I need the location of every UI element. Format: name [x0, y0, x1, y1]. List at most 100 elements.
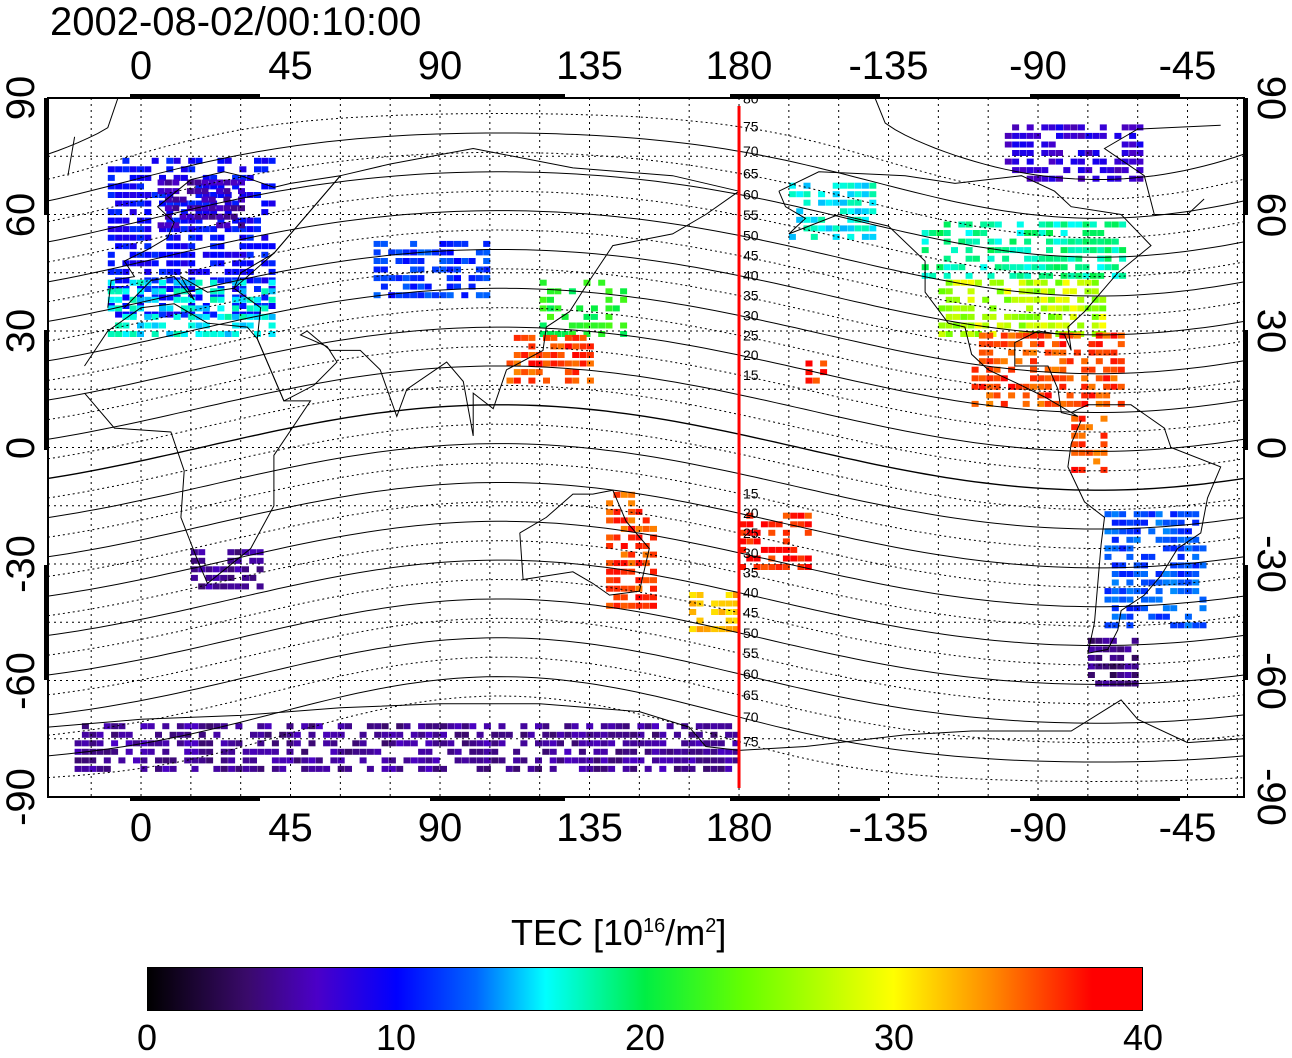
frame-band	[44, 98, 49, 215]
tec-cell	[418, 731, 426, 738]
tec-region-canada-arctic	[1004, 124, 1144, 182]
tec-cell	[115, 322, 123, 329]
tec-cell	[1046, 272, 1053, 279]
tec-cell	[1114, 167, 1122, 174]
tec-cell	[202, 268, 210, 275]
tec-cell	[388, 740, 396, 747]
tec-cell	[1030, 349, 1037, 356]
tec-cell	[586, 765, 594, 772]
tec-cell	[129, 226, 137, 233]
tec-cell	[1099, 296, 1107, 303]
tec-cell	[753, 538, 761, 545]
tec-cell	[195, 288, 203, 295]
tec-cell	[239, 279, 247, 286]
tec-cell	[1177, 579, 1185, 586]
tec-cell	[1117, 366, 1125, 373]
tec-cell	[1184, 571, 1192, 577]
tec-cell	[1088, 392, 1096, 399]
tec-cell	[223, 196, 231, 203]
tec-cell	[1155, 571, 1163, 577]
tec-cell	[1030, 375, 1037, 382]
tec-cell	[869, 182, 877, 189]
tec-cell	[308, 765, 316, 772]
frame-band	[730, 796, 880, 801]
tec-cell	[198, 731, 206, 738]
tec-cell	[542, 748, 550, 755]
tec-cell	[179, 213, 187, 220]
tec-cell	[1077, 167, 1085, 174]
tec-cell	[1056, 132, 1063, 139]
tec-cell	[232, 174, 240, 181]
tec-cell	[122, 313, 130, 320]
tec-cell	[439, 292, 447, 299]
tec-cell	[847, 191, 855, 198]
tec-cell	[235, 723, 243, 730]
tec-cell	[572, 369, 580, 376]
tec-cell	[169, 765, 177, 772]
tec-cell	[345, 748, 352, 755]
tec-cell	[832, 199, 840, 206]
tec-cell	[271, 765, 279, 772]
tec-cell	[242, 583, 249, 590]
tec-cell	[210, 279, 218, 286]
tec-cell	[1024, 230, 1032, 236]
frame-band	[44, 565, 49, 680]
tec-cell	[615, 723, 623, 730]
tec-cell	[1119, 545, 1127, 552]
tec-cell	[1059, 383, 1067, 390]
tec-cell	[1012, 141, 1020, 148]
tec-cell	[1097, 255, 1105, 262]
tec-cell	[650, 585, 657, 592]
tec-cell	[1095, 637, 1103, 644]
tec-cell	[191, 748, 199, 755]
tec-cell	[746, 538, 754, 545]
tec-cell	[960, 305, 968, 312]
tec-cell	[330, 757, 338, 764]
tec-cell	[1095, 349, 1103, 356]
tec-cell	[572, 352, 580, 358]
top-lon-tick: 90	[417, 44, 463, 88]
tec-cell	[206, 757, 214, 764]
tec-cell	[1136, 175, 1144, 182]
tec-cell	[1037, 383, 1045, 390]
tec-cell	[380, 266, 388, 273]
tec-cell	[943, 272, 951, 279]
tec-cell	[810, 225, 818, 232]
tec-cell	[1177, 545, 1185, 552]
tec-cell	[257, 731, 265, 738]
tec-cell	[717, 740, 725, 747]
tec-cell	[710, 757, 718, 764]
tec-cell	[1091, 296, 1099, 303]
tec-cell	[1131, 672, 1139, 678]
contour-label: 35	[743, 288, 759, 304]
tec-cell	[1040, 279, 1048, 286]
tec-cell	[454, 723, 462, 730]
tec-cell	[202, 174, 210, 181]
tec-cell	[782, 546, 790, 553]
tec-cell	[254, 217, 261, 224]
tec-cell	[1170, 545, 1178, 552]
tec-cell	[987, 272, 995, 279]
tec-cell	[513, 748, 521, 755]
tec-cell	[159, 200, 166, 207]
tec-cell	[696, 626, 704, 633]
tec-cell	[1104, 553, 1112, 560]
tec-cell	[980, 264, 988, 271]
tec-cell	[122, 322, 130, 329]
tec-cell	[578, 740, 586, 747]
tec-cell	[159, 192, 166, 198]
tec-cell	[967, 279, 975, 286]
tec-cell	[782, 555, 790, 562]
tec-cell	[439, 258, 447, 264]
tec-cell	[202, 331, 210, 337]
tec-cell	[549, 765, 557, 772]
tec-cell	[982, 322, 990, 329]
tec-cell	[1082, 230, 1090, 236]
tec-cell	[164, 205, 172, 212]
tec-cell	[1155, 613, 1163, 620]
tec-cell	[256, 583, 264, 590]
tec-cell	[188, 200, 196, 207]
tec-cell	[81, 723, 89, 730]
tec-cell	[1048, 322, 1055, 329]
